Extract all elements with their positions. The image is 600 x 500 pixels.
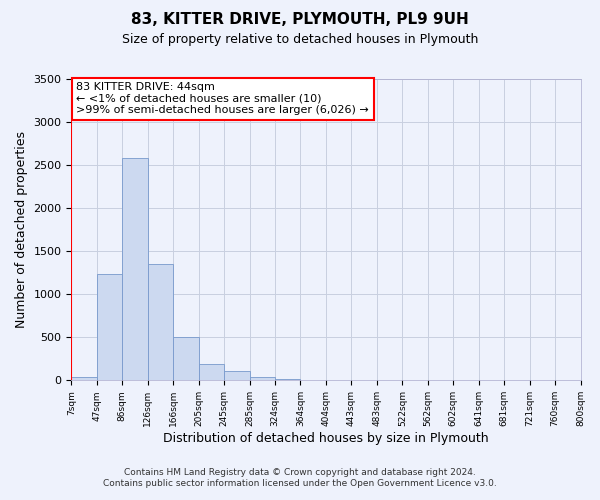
Text: 83 KITTER DRIVE: 44sqm
← <1% of detached houses are smaller (10)
>99% of semi-de: 83 KITTER DRIVE: 44sqm ← <1% of detached… bbox=[76, 82, 369, 115]
Y-axis label: Number of detached properties: Number of detached properties bbox=[15, 131, 28, 328]
Bar bbox=[173, 338, 199, 380]
Bar bbox=[275, 378, 301, 380]
Text: Contains HM Land Registry data © Crown copyright and database right 2024.
Contai: Contains HM Land Registry data © Crown c… bbox=[103, 468, 497, 487]
Bar bbox=[199, 364, 224, 380]
Bar bbox=[224, 371, 250, 380]
Bar bbox=[148, 264, 173, 380]
Bar bbox=[71, 377, 97, 380]
X-axis label: Distribution of detached houses by size in Plymouth: Distribution of detached houses by size … bbox=[163, 432, 489, 445]
Bar bbox=[250, 377, 275, 380]
Text: 83, KITTER DRIVE, PLYMOUTH, PL9 9UH: 83, KITTER DRIVE, PLYMOUTH, PL9 9UH bbox=[131, 12, 469, 28]
Bar bbox=[122, 158, 148, 380]
Bar bbox=[97, 274, 122, 380]
Text: Size of property relative to detached houses in Plymouth: Size of property relative to detached ho… bbox=[122, 32, 478, 46]
